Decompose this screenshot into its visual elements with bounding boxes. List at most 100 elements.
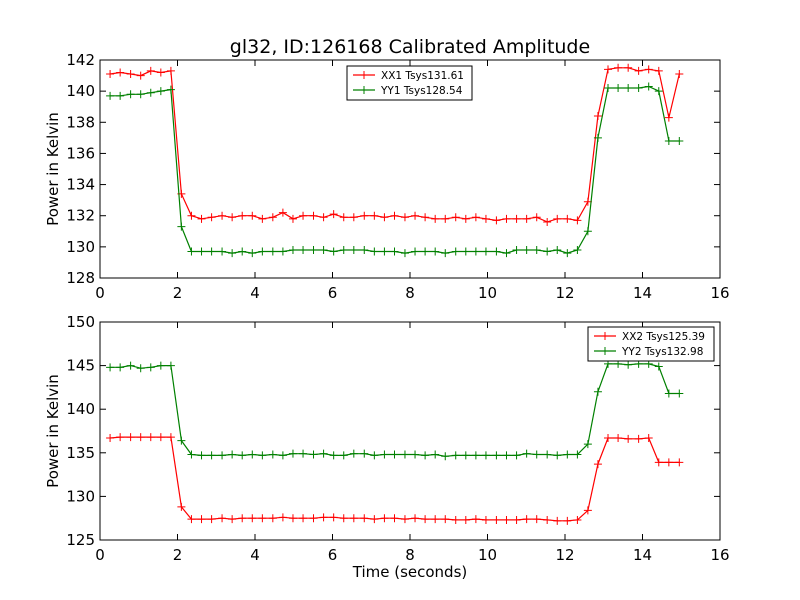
y-tick-label: 140 — [66, 400, 95, 418]
data-point — [441, 452, 450, 461]
data-point — [461, 451, 470, 460]
data-point — [543, 217, 552, 226]
data-point — [228, 515, 237, 524]
data-point — [218, 451, 227, 460]
data-point — [228, 213, 237, 222]
y-tick-label: 135 — [66, 444, 95, 462]
data-point — [654, 458, 663, 467]
top-panel: 0 2 4 6 8 10 12 14 16 128 130 132 134 136 138 140 142 Pow… — [44, 51, 730, 302]
x-tick-label: 4 — [250, 284, 260, 302]
data-point — [370, 515, 379, 524]
data-point — [248, 450, 257, 459]
data-point — [339, 514, 348, 523]
data-point — [431, 450, 440, 459]
data-point — [288, 449, 297, 458]
data-point — [471, 213, 480, 222]
data-point — [197, 214, 206, 223]
data-point — [543, 515, 552, 524]
legend-marker — [601, 347, 609, 355]
data-point — [136, 90, 145, 99]
data-point — [502, 214, 511, 223]
series-line-1-2 — [110, 85, 680, 254]
data-point — [451, 515, 460, 524]
data-point — [400, 213, 409, 222]
data-point — [573, 515, 582, 524]
x-tick-label: 6 — [328, 546, 338, 564]
data-point — [390, 211, 399, 220]
x-tick-label: 0 — [95, 284, 105, 302]
data-point — [563, 214, 572, 223]
data-point — [187, 515, 196, 524]
data-point — [502, 451, 511, 460]
data-point — [136, 364, 145, 373]
data-point — [512, 515, 521, 524]
x-tick-label: 16 — [710, 284, 729, 302]
legend-marker — [601, 332, 609, 340]
data-point — [136, 71, 145, 80]
data-point — [614, 433, 623, 442]
data-point — [583, 440, 592, 449]
data-point — [644, 65, 653, 74]
y-axis-label: Power in Kelvin — [44, 374, 62, 488]
data-point — [481, 247, 490, 256]
data-point — [177, 222, 186, 231]
legend-label: YY2 Tsys132.98 — [621, 346, 703, 358]
bottom-panel: 0 2 4 6 8 10 12 14 16 125 130 135 140 145 150 Power in … — [44, 313, 730, 581]
data-point — [258, 214, 267, 223]
data-point — [268, 514, 277, 523]
data-point — [492, 216, 501, 225]
data-point — [400, 450, 409, 459]
data-point — [512, 245, 521, 254]
series-line-2-2 — [110, 363, 680, 457]
data-point — [481, 214, 490, 223]
data-point — [471, 247, 480, 256]
data-point — [451, 247, 460, 256]
data-point — [502, 515, 511, 524]
data-point — [187, 211, 196, 220]
data-point — [248, 211, 257, 220]
data-point — [532, 245, 541, 254]
data-point — [471, 451, 480, 460]
data-point — [593, 133, 602, 142]
data-point — [411, 450, 420, 459]
data-point — [431, 214, 440, 223]
x-tick-label: 10 — [478, 546, 497, 564]
legend-label: XX1 Tsys131.61 — [381, 70, 464, 82]
data-point — [654, 87, 663, 96]
data-point — [675, 389, 684, 398]
data-point — [116, 68, 125, 77]
y-tick-label: 130 — [66, 487, 95, 505]
figure-title: gl32, ID:126168 Calibrated Amplitude — [230, 36, 590, 58]
legend-label: XX2 Tsys125.39 — [622, 331, 705, 343]
data-point — [187, 450, 196, 459]
data-point — [573, 245, 582, 254]
data-point — [299, 514, 308, 523]
data-point — [319, 449, 328, 458]
data-point — [228, 450, 237, 459]
data-point — [319, 213, 328, 222]
data-point — [238, 514, 247, 523]
data-point — [166, 85, 175, 94]
data-point — [288, 214, 297, 223]
data-point — [624, 63, 633, 72]
data-point — [319, 245, 328, 254]
data-point — [207, 451, 216, 460]
data-point — [563, 516, 572, 525]
data-point — [329, 210, 338, 219]
data-point — [278, 451, 287, 460]
data-point — [360, 449, 369, 458]
data-point — [411, 514, 420, 523]
data-point — [319, 513, 328, 522]
x-tick-label: 0 — [95, 546, 105, 564]
data-point — [228, 249, 237, 258]
data-point — [156, 87, 165, 96]
data-point — [664, 113, 673, 122]
data-point — [218, 211, 227, 220]
data-point — [106, 433, 115, 442]
x-tick-label: 14 — [633, 546, 652, 564]
data-point — [370, 451, 379, 460]
data-point — [654, 362, 663, 371]
y-axis-label: Power in Kelvin — [44, 112, 62, 226]
data-point — [288, 514, 297, 523]
data-point — [248, 514, 257, 523]
